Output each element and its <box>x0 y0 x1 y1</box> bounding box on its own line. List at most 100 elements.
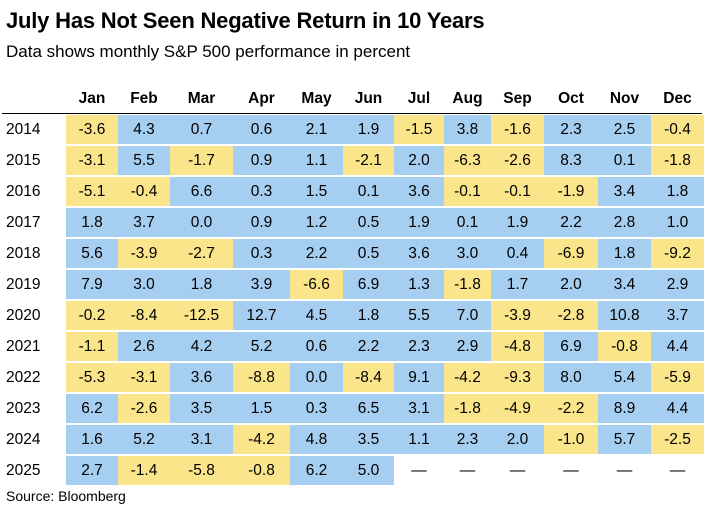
heatmap-cell: -3.9 <box>118 239 170 268</box>
heatmap-cell: 2.7 <box>66 456 118 485</box>
heatmap-cell: 1.5 <box>233 394 290 423</box>
heatmap-cell: -6.6 <box>290 270 343 299</box>
heatmap-cell: 1.0 <box>651 208 704 237</box>
month-header: Jul <box>407 90 431 107</box>
heatmap-cell: -1.9 <box>544 177 598 206</box>
heatmap-cell: 3.6 <box>170 363 233 392</box>
heatmap-cell: 3.1 <box>170 425 233 454</box>
month-header: Aug <box>452 90 483 107</box>
heatmap-cell: 4.2 <box>170 332 233 361</box>
heatmap-cell: -8.4 <box>343 363 394 392</box>
heatmap-cell: 4.8 <box>290 425 343 454</box>
heatmap-cell: 2.2 <box>343 332 394 361</box>
heatmap-cell: -5.8 <box>170 456 233 485</box>
heatmap-cell: — <box>394 456 444 485</box>
year-label: 2014 <box>6 121 41 138</box>
heatmap-cell: 0.6 <box>233 115 290 144</box>
heatmap-cell: 5.7 <box>598 425 651 454</box>
heatmap-cell: -9.3 <box>491 363 544 392</box>
heatmap-cell: — <box>491 456 544 485</box>
heatmap-cell: 2.9 <box>651 270 704 299</box>
heatmap-cell: 3.7 <box>118 208 170 237</box>
heatmap-cell: 3.4 <box>598 270 651 299</box>
heatmap-cell: -1.0 <box>544 425 598 454</box>
heatmap-cell: 0.0 <box>170 208 233 237</box>
heatmap-cell: 2.0 <box>394 146 444 175</box>
heatmap-cell: 3.5 <box>343 425 394 454</box>
heatmap-cell: -2.6 <box>491 146 544 175</box>
heatmap-cell: -0.8 <box>598 332 651 361</box>
heatmap-cell: -6.9 <box>544 239 598 268</box>
heatmap-cell: 0.1 <box>444 208 491 237</box>
heatmap-cell: -4.9 <box>491 394 544 423</box>
month-header: May <box>301 90 332 107</box>
month-header: Feb <box>130 90 158 107</box>
heatmap-cell: -4.2 <box>444 363 491 392</box>
year-label: 2016 <box>6 183 41 200</box>
heatmap-cell: 2.9 <box>444 332 491 361</box>
heatmap-cell: 2.1 <box>290 115 343 144</box>
heatmap-cell: -2.5 <box>651 425 704 454</box>
heatmap-cell: -2.6 <box>118 394 170 423</box>
year-label: 2024 <box>6 431 41 448</box>
heatmap-cell: 7.9 <box>66 270 118 299</box>
heatmap-cell: 2.8 <box>598 208 651 237</box>
heatmap-cell: -1.7 <box>170 146 233 175</box>
heatmap-cell: 5.0 <box>343 456 394 485</box>
heatmap-cell: 1.2 <box>290 208 343 237</box>
heatmap-cell: -3.9 <box>491 301 544 330</box>
heatmap-cell: -1.8 <box>651 146 704 175</box>
heatmap-cell: 1.1 <box>394 425 444 454</box>
heatmap-cell: 1.9 <box>343 115 394 144</box>
heatmap-cell: 8.3 <box>544 146 598 175</box>
heatmap-cell: 0.9 <box>233 208 290 237</box>
heatmap-cell: 1.1 <box>290 146 343 175</box>
heatmap-cell: 0.3 <box>233 177 290 206</box>
heatmap-cell: -3.1 <box>66 146 118 175</box>
heatmap-cell: 6.9 <box>544 332 598 361</box>
year-label: 2018 <box>6 245 41 262</box>
heatmap-cell: 1.7 <box>491 270 544 299</box>
heatmap-cell: -3.1 <box>118 363 170 392</box>
heatmap-cell: — <box>598 456 651 485</box>
heatmap-cell: -1.8 <box>444 394 491 423</box>
year-label: 2025 <box>6 462 41 479</box>
heatmap-cell: 1.8 <box>66 208 118 237</box>
year-label: 2017 <box>6 214 41 231</box>
heatmap-cell: -1.1 <box>66 332 118 361</box>
heatmap-cell: -2.2 <box>544 394 598 423</box>
heatmap-cell: 3.0 <box>118 270 170 299</box>
month-header: Nov <box>609 90 640 107</box>
heatmap-cell: 12.7 <box>233 301 290 330</box>
heatmap-cell: -12.5 <box>170 301 233 330</box>
heatmap-cell: 6.6 <box>170 177 233 206</box>
year-label: 2023 <box>6 400 41 417</box>
heatmap-cell: 0.0 <box>290 363 343 392</box>
year-label: 2020 <box>6 307 41 324</box>
heatmap-cell: 0.4 <box>491 239 544 268</box>
heatmap-cell: 1.6 <box>66 425 118 454</box>
heatmap-cell: 3.4 <box>598 177 651 206</box>
heatmap-cell: 2.3 <box>444 425 491 454</box>
heatmap-cell: 1.8 <box>343 301 394 330</box>
heatmap-cell: 1.5 <box>290 177 343 206</box>
heatmap-cell: -2.7 <box>170 239 233 268</box>
heatmap-cell: 1.9 <box>491 208 544 237</box>
heatmap-cell: -5.3 <box>66 363 118 392</box>
header-divider <box>2 113 702 114</box>
heatmap-cell: 2.0 <box>491 425 544 454</box>
heatmap-cell: -1.4 <box>118 456 170 485</box>
heatmap-cell: 3.9 <box>233 270 290 299</box>
month-header: Jan <box>78 90 106 107</box>
heatmap-cell: -9.2 <box>651 239 704 268</box>
heatmap-cell: 0.1 <box>598 146 651 175</box>
heatmap-cell: 1.3 <box>394 270 444 299</box>
heatmap-cell: 4.4 <box>651 332 704 361</box>
heatmap-cell: 2.6 <box>118 332 170 361</box>
heatmap-cell: — <box>444 456 491 485</box>
heatmap-cell: 1.8 <box>598 239 651 268</box>
month-header: Jun <box>354 90 383 107</box>
month-header: Sep <box>503 90 532 107</box>
chart-subtitle: Data shows monthly S&P 500 performance i… <box>6 42 411 61</box>
